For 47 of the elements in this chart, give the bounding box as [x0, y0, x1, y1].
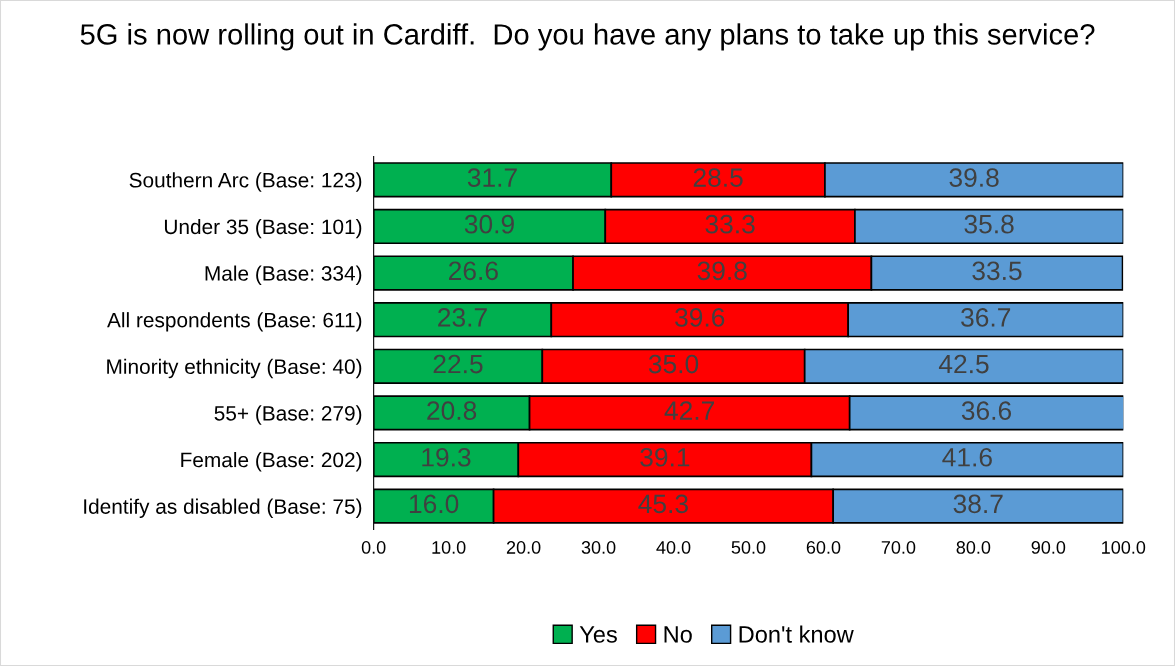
x-tick-label: 90.0 [1031, 541, 1066, 554]
x-tick-label: 20.0 [506, 541, 541, 554]
x-tick-label: 10.0 [432, 541, 466, 554]
x-tick-label: 60.0 [806, 541, 841, 554]
y-tick-label: 55+ (Base: 279) [214, 405, 362, 425]
data-label: 36.6 [961, 401, 1012, 420]
data-label: 33.5 [972, 261, 1022, 281]
y-tick-label: All respondents (Base: 611) [107, 312, 362, 332]
data-label: 16.0 [409, 494, 459, 514]
data-label: 31.7 [467, 168, 517, 187]
data-label: 22.5 [433, 354, 483, 374]
data-label: 45.3 [638, 494, 688, 514]
y-tick-label: Male (Base: 334) [205, 265, 362, 285]
data-label: 23.7 [438, 308, 487, 327]
data-label: 20.8 [427, 401, 477, 420]
y-tick-label: Female (Base: 202) [181, 451, 362, 472]
data-label: 38.7 [953, 494, 1003, 514]
data-label: 39.1 [640, 447, 690, 467]
y-tick-label: Identify as disabled (Base: 75) [84, 498, 362, 519]
data-label: 36.7 [961, 308, 1011, 327]
data-label: 19.3 [422, 447, 471, 467]
data-label: 33.3 [705, 214, 755, 234]
data-label: 42.5 [938, 354, 989, 374]
y-tick-label: Minority ethnicity (Base: 40) [107, 358, 362, 379]
data-label: 35.0 [648, 354, 699, 374]
x-tick-label: 80.0 [956, 541, 991, 554]
data-label: 41.6 [942, 447, 992, 467]
x-tick-label: 100.0 [1102, 541, 1146, 554]
legend-label: Don't know [739, 625, 854, 643]
data-label: 42.7 [664, 401, 714, 420]
data-label: 39.8 [949, 168, 999, 187]
legend-label: Yes [579, 626, 617, 643]
x-tick-label: 70.0 [881, 541, 916, 554]
y-tick-label: Under 35 (Base: 101) [164, 218, 362, 239]
y-tick-label: Southern Arc (Base: 123) [129, 172, 362, 192]
data-label: 39.8 [697, 261, 747, 281]
data-label: 30.9 [464, 214, 514, 234]
x-tick-label: 40.0 [656, 541, 691, 554]
data-label: 35.8 [964, 214, 1014, 234]
data-label: 28.5 [693, 168, 743, 187]
data-label: 39.6 [675, 308, 725, 327]
legend-label: No [664, 626, 692, 643]
x-tick-label: 0.0 [361, 541, 386, 554]
x-tick-label: 30.0 [581, 541, 616, 554]
chart-title: 5G is now rolling out in Cardiff. Do you have any plans to take up this service? [80, 23, 1095, 51]
data-label: 26.6 [449, 261, 498, 281]
x-tick-label: 50.0 [731, 541, 766, 554]
